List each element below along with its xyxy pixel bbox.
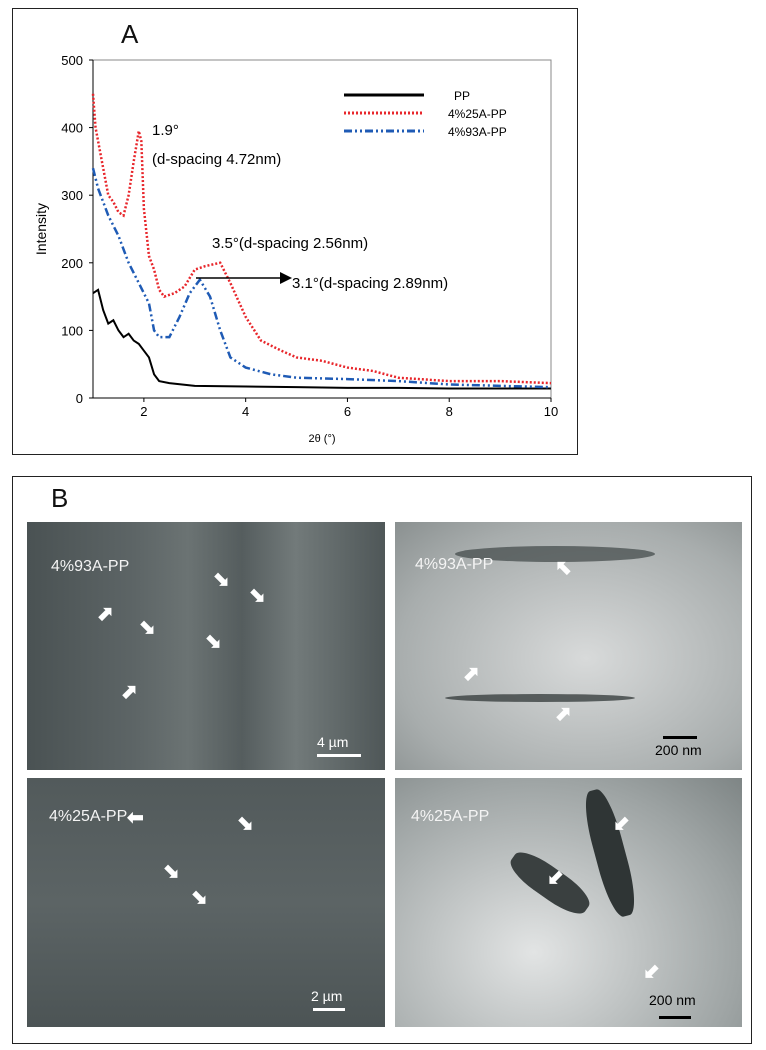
clay-stack xyxy=(445,694,635,702)
arrow-icon: ⬊ xyxy=(205,631,222,653)
micrograph-label: 4%25A-PP xyxy=(49,808,128,825)
legend-label: 4%25A-PP xyxy=(448,107,507,121)
sem-image-25a: 4%25A-PP ⬅ ⬊ ⬊ ⬊ 2 µm xyxy=(27,778,385,1027)
arrow-icon: ⬋ xyxy=(547,867,564,889)
series-line-1 xyxy=(91,93,552,385)
sem-image-93a: 4%93A-PP ⬊ ⬊ ⬈ ⬊ ⬊ ⬈ 4 µm xyxy=(27,522,385,770)
micrograph-label: 4%93A-PP xyxy=(51,558,130,575)
scale-bar xyxy=(317,754,361,757)
x-tick-label: 2 xyxy=(140,404,147,419)
arrow-icon: ⬊ xyxy=(139,617,156,639)
y-tick-label: 200 xyxy=(61,256,83,271)
arrow-icon: ⬊ xyxy=(163,861,180,883)
arrow-icon: ⬈ xyxy=(463,663,480,685)
annotation: 3.5°(d-spacing 2.56nm) xyxy=(212,235,368,252)
scale-bar-label: 200 nm xyxy=(649,992,696,1008)
arrow-icon: ⬈ xyxy=(97,603,114,625)
scale-bar xyxy=(659,1016,691,1019)
arrow-icon: ⬊ xyxy=(249,585,266,607)
arrow-icon: ⬉ xyxy=(555,557,572,579)
arrow-icon: ⬊ xyxy=(237,813,254,835)
scale-bar xyxy=(663,736,697,739)
arrow-icon: ⬈ xyxy=(555,703,572,725)
panel-b-label: B xyxy=(51,483,69,513)
y-tick-label: 100 xyxy=(61,323,83,338)
annotation: 3.1°(d-spacing 2.89nm) xyxy=(292,275,448,292)
legend-label: 4%93A-PP xyxy=(448,125,507,139)
y-tick-label: 300 xyxy=(61,188,83,203)
legend-label: PP xyxy=(454,89,470,103)
clay-stack xyxy=(455,546,655,562)
panel-a-label: A xyxy=(121,19,139,49)
panel-a: A xyxy=(12,8,578,455)
annotation: (d-spacing 4.72nm) xyxy=(152,151,281,168)
scale-bar-label: 4 µm xyxy=(317,734,349,750)
tem-image-93a: 4%93A-PP ⬉ ⬈ ⬈ 200 nm xyxy=(395,522,742,770)
y-tick-label: 400 xyxy=(61,121,83,136)
tem-image-25a: 4%25A-PP ⬋ ⬋ ⬋ 200 nm xyxy=(395,778,742,1027)
arrow-icon: ⬈ xyxy=(121,681,138,703)
series-line-0 xyxy=(92,288,551,390)
scale-bar-label: 2 µm xyxy=(311,988,343,1004)
y-axis-label: Intensity xyxy=(33,203,49,255)
arrow-icon: ⬋ xyxy=(643,961,660,983)
arrow-icon: ⬋ xyxy=(613,813,630,835)
x-tick-label: 6 xyxy=(344,404,351,419)
x-axis-label: 2θ (°) xyxy=(308,433,335,445)
panel-b: B xyxy=(12,476,752,1044)
annotation: 1.9° xyxy=(152,122,179,139)
x-tick-label: 10 xyxy=(544,404,558,419)
arrow-head-icon xyxy=(280,272,292,284)
arrow-icon: ⬊ xyxy=(191,887,208,909)
scale-bar-label: 200 nm xyxy=(655,742,702,758)
arrow-icon: ⬅ xyxy=(127,807,144,829)
y-tick-label: 0 xyxy=(76,391,83,406)
micrograph-label: 4%93A-PP xyxy=(415,556,494,573)
y-tick-label: 500 xyxy=(61,53,83,68)
series-line-2 xyxy=(91,167,552,389)
scale-bar xyxy=(313,1008,345,1011)
x-tick-label: 4 xyxy=(242,404,249,419)
x-tick-label: 8 xyxy=(446,404,453,419)
arrow-icon: ⬊ xyxy=(213,569,230,591)
micrograph-label: 4%25A-PP xyxy=(411,808,490,825)
